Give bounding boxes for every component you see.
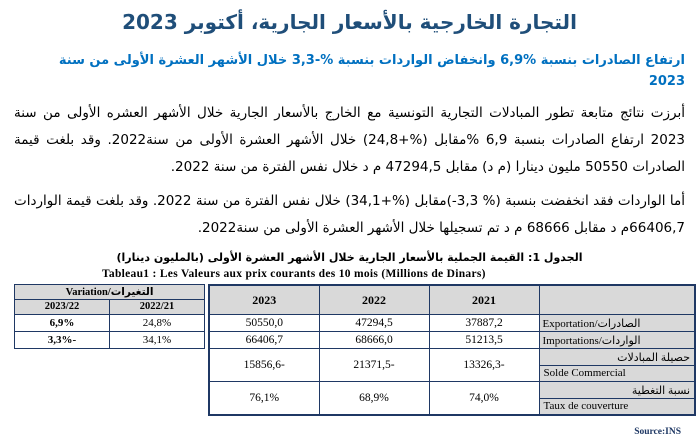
value-cell: 76,1% bbox=[208, 381, 320, 416]
source-note: Source:INS bbox=[634, 427, 681, 437]
table-caption-french: Tableau1 : Les Valeurs aux prix courants… bbox=[102, 267, 486, 280]
table-row: Variation/التغيرات bbox=[13, 283, 206, 300]
table-caption-arabic: الجدول 1: القيمة الجملية بالأسعار الجاري… bbox=[116, 250, 583, 264]
paragraph-exports: أبرزت نتائج متابعة تطور المبادلات التجار… bbox=[14, 104, 685, 175]
subtitle-export-rate: 6,9% bbox=[500, 53, 537, 68]
variation-value-import-2023-22: 3,3%- bbox=[14, 330, 110, 349]
row-label-imports: Importations/الواردات bbox=[538, 331, 696, 350]
table-row: 2023/22 2022/21 bbox=[14, 298, 206, 315]
table-row-exports: 50550,0 47294,5 37887,2 Exportation/الصا… bbox=[208, 314, 696, 333]
row-label-arabic: نسبة التغطية bbox=[539, 383, 695, 400]
variation-value-import-2022-21: 34,1% bbox=[108, 330, 206, 349]
value-cell: 13326,3- bbox=[428, 348, 540, 383]
row-label-arabic: حصيلة المبادلات bbox=[539, 350, 695, 367]
value-cell: 47294,5 bbox=[318, 314, 430, 333]
value-cell: 50550,0 bbox=[208, 314, 320, 333]
document-page: التجارة الخارجية بالأسعار الجارية، أكتوب… bbox=[13, 10, 697, 416]
table-row-imports: 66406,7 68666,0 51213,5 Importations/الو… bbox=[208, 331, 696, 350]
variation-col-header: 2022/21 bbox=[108, 298, 206, 315]
table-row-trade-balance: 15856,6- 21371,5- 13326,3- حصيلة المبادل… bbox=[208, 348, 696, 383]
variation-table: Variation/التغيرات 2023/22 2022/21 6,9% … bbox=[13, 283, 206, 349]
subtitle-text: وانخفاض الواردات بنسبة bbox=[333, 53, 501, 68]
page-title: التجارة الخارجية بالأسعار الجارية، أكتوب… bbox=[122, 10, 577, 34]
value-cell: 68666,0 bbox=[318, 331, 430, 350]
subtitle-text: خلال الأشهر العشرة الأولى من سنة bbox=[58, 53, 292, 68]
subtitle-line-2: 2023 bbox=[14, 71, 685, 92]
row-label-trade-balance: حصيلة المبادلات Solde Commercial bbox=[538, 348, 696, 383]
value-cell: 51213,5 bbox=[428, 331, 540, 350]
variation-value-export-2022-21: 24,8% bbox=[108, 313, 206, 332]
year-header-2021: 2021 bbox=[428, 284, 540, 316]
year-header-2023: 2023 bbox=[208, 284, 320, 316]
row-label-french: Taux de couverture bbox=[543, 400, 629, 413]
variation-col-header: 2023/22 bbox=[14, 298, 110, 315]
subtitle: ارتفاع الصادرات بنسبة 6,9% وانخفاض الوار… bbox=[14, 50, 685, 93]
table-row: 6,9% 24,8% bbox=[14, 313, 206, 332]
row-label-coverage-rate: نسبة التغطية Taux de couverture bbox=[538, 381, 696, 416]
value-cell: 21371,5- bbox=[318, 348, 430, 383]
value-cell: 37887,2 bbox=[428, 314, 540, 333]
subtitle-year: 2023 bbox=[648, 74, 685, 90]
table-row: 3,3%- 34,1% bbox=[14, 330, 206, 349]
trade-values-tables: Variation/التغيرات 2023/22 2022/21 6,9% … bbox=[13, 283, 697, 416]
table-row-coverage-rate: 76,1% 68,9% 74,0% نسبة التغطية Taux de c… bbox=[208, 381, 696, 416]
subtitle-import-rate: 3,3-% bbox=[291, 53, 334, 68]
variation-title-cell: Variation/التغيرات bbox=[13, 283, 206, 300]
paragraph-imports: أما الواردات فقد انخفضت بنسبة ‎(-3,3 %)‎… bbox=[14, 192, 685, 236]
year-header-2022: 2022 bbox=[318, 284, 430, 316]
table-header-row: 2023 2022 2021 bbox=[208, 284, 696, 316]
variation-value-export-2023-22: 6,9% bbox=[14, 313, 110, 332]
value-cell: 66406,7 bbox=[208, 331, 320, 350]
row-label-exports: Exportation/الصادرات bbox=[538, 314, 696, 333]
row-label-french: Solde Commercial bbox=[543, 367, 626, 380]
subtitle-line-1: ارتفاع الصادرات بنسبة 6,9% وانخفاض الوار… bbox=[14, 50, 685, 71]
label-header-cell bbox=[538, 284, 696, 316]
subtitle-text: ارتفاع الصادرات بنسبة bbox=[536, 53, 685, 68]
value-cell: 68,9% bbox=[318, 381, 430, 416]
value-cell: 15856,6- bbox=[208, 348, 320, 383]
value-cell: 74,0% bbox=[428, 381, 540, 416]
main-table: 2023 2022 2021 50550,0 47294,5 37887,2 E… bbox=[208, 283, 697, 416]
